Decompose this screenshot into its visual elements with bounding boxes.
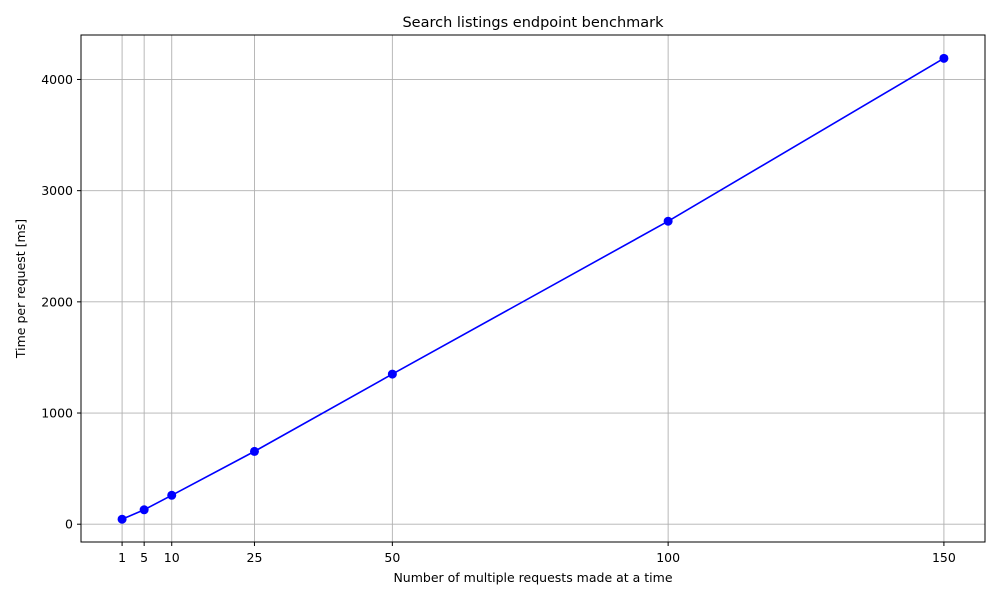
y-axis-label: Time per request [ms] <box>13 219 28 359</box>
x-tick-label: 150 <box>932 550 956 565</box>
x-tick-label: 50 <box>384 550 400 565</box>
x-axis-label: Number of multiple requests made at a ti… <box>393 570 672 585</box>
chart-title: Search listings endpoint benchmark <box>402 15 664 31</box>
data-point <box>117 514 127 524</box>
data-point <box>939 53 949 63</box>
y-tick-label: 4000 <box>41 72 73 87</box>
data-series <box>117 53 949 524</box>
grid <box>81 35 985 542</box>
data-point <box>139 505 149 515</box>
series-line <box>121 57 945 520</box>
plot-frame <box>80 34 986 543</box>
data-point <box>249 446 259 456</box>
y-tick-label: 3000 <box>41 183 73 198</box>
data-point <box>387 369 397 379</box>
x-tick-label: 25 <box>247 550 263 565</box>
data-point <box>167 490 177 500</box>
axis-ticks: 1 5 10 25 50 100 150 0 1000 2000 3000 4000 <box>41 72 956 565</box>
x-tick-label: 1 <box>118 550 126 565</box>
y-tick-label: 1000 <box>41 406 73 421</box>
data-point <box>663 216 673 226</box>
x-tick-label: 100 <box>656 550 680 565</box>
y-tick-label: 0 <box>65 517 73 532</box>
y-tick-label: 2000 <box>41 294 73 309</box>
x-tick-label: 10 <box>164 550 180 565</box>
x-tick-label: 5 <box>140 550 148 565</box>
